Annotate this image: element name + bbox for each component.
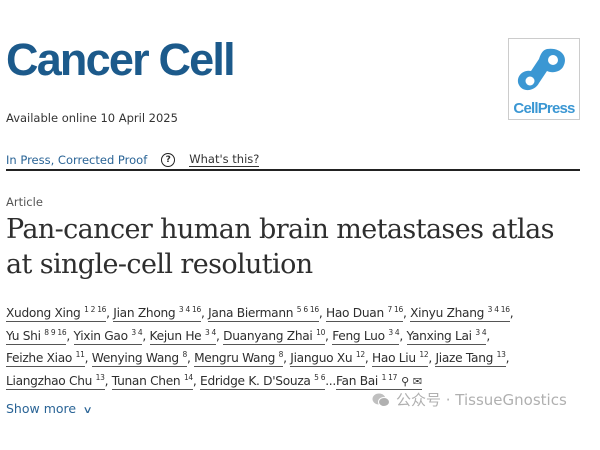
author-link[interactable]: Yu Shi 8 9 16 (6, 327, 67, 345)
author-link[interactable]: Liangzhao Chu 13 (6, 372, 105, 390)
author-link[interactable]: Xinyu Zhang 3 4 16 (410, 305, 510, 323)
envelope-icon[interactable]: ✉ (412, 374, 422, 388)
author-name: Jian Zhong (113, 306, 176, 321)
author-name: Yu Shi (6, 328, 41, 343)
author-link[interactable]: Edridge K. D'Souza 5 6 (200, 372, 326, 390)
affiliation-numbers: 14 (183, 372, 193, 382)
watermark-text: 公众号 · TissueGnostics (396, 391, 567, 409)
article-type: Article (6, 195, 43, 209)
affiliation-numbers: 10 (316, 327, 326, 337)
author-name: Jiaze Tang (435, 351, 494, 366)
affiliation-numbers: 12 (419, 350, 429, 360)
author-name: Feizhe Xiao (6, 351, 73, 366)
affiliation-numbers: 1 2 16 (84, 305, 107, 314)
person-icon[interactable]: ⚲ (401, 374, 409, 388)
wechat-icon (372, 393, 390, 407)
cellpress-mark-icon (517, 48, 566, 91)
question-circle-icon[interactable]: ? (161, 152, 176, 167)
author-link[interactable]: Jian Zhong 3 4 16 (113, 305, 201, 323)
whats-this-link[interactable]: What's this? (189, 152, 260, 167)
author-link[interactable]: Yixin Gao 3 4 (73, 327, 143, 345)
affiliation-numbers: 8 9 16 (44, 327, 67, 337)
affiliation-numbers: 8 (182, 350, 187, 360)
author-name: Wenying Wang (91, 351, 179, 366)
author-link[interactable]: Hao Duan 7 16 (326, 305, 403, 323)
author-link[interactable]: Xudong Xing 1 2 16 (6, 305, 107, 323)
author-link[interactable]: Jana Biermann 5 6 16 (208, 305, 319, 323)
author-name: Hao Duan (326, 306, 384, 321)
journal-title[interactable]: Cancer Cell (6, 34, 236, 85)
author-link[interactable]: Hao Liu 12 (372, 350, 429, 368)
affiliation-numbers: 3 4 16 (178, 305, 201, 314)
author-name: Yixin Gao (73, 328, 129, 343)
author-name: Xudong Xing (6, 306, 81, 321)
cellpress-logo[interactable]: CellPress (508, 38, 580, 120)
author-name: Jianguo Xu (290, 351, 353, 366)
author-link[interactable]: Tunan Chen 14 (111, 372, 193, 390)
author-name: Tunan Chen (111, 373, 181, 388)
chevron-down-icon: ∨ (82, 405, 93, 416)
author-name: Yanxing Lai (406, 328, 473, 343)
author-name: Mengru Wang (194, 351, 276, 366)
affiliation-numbers: 5 6 (314, 372, 326, 382)
watermark: 公众号 · TissueGnostics (372, 389, 567, 410)
author-link[interactable]: Jianguo Xu 12 (290, 350, 365, 368)
author-list: Xudong Xing 1 2 16, Jian Zhong 3 4 16, J… (6, 300, 514, 391)
author-name: Xinyu Zhang (410, 306, 485, 321)
author-line: Yu Shi 8 9 16, Yixin Gao 3 4, Kejun He 3… (6, 327, 490, 345)
affiliation-numbers: 13 (496, 350, 506, 360)
author-name: Fan Bai (335, 373, 379, 388)
article-status: In Press, Corrected Proof ? What's this? (6, 152, 260, 167)
affiliation-numbers: 8 (278, 350, 284, 360)
author-link[interactable]: Yanxing Lai 3 4 (406, 327, 487, 345)
affiliation-numbers: 3 4 (131, 327, 143, 337)
author-line: Xudong Xing 1 2 16, Jian Zhong 3 4 16, J… (6, 305, 514, 323)
author-name: Hao Liu (372, 351, 416, 366)
article-title: Pan-cancer human brain metastases atlas … (6, 214, 554, 280)
author-name: Jana Biermann (208, 306, 294, 321)
affiliation-numbers: 3 4 (388, 327, 400, 337)
author-link[interactable]: Feng Luo 3 4 (332, 327, 400, 345)
affiliation-numbers: 3 4 (475, 327, 487, 337)
affiliation-numbers: 3 4 (204, 327, 216, 337)
author-name: Kejun He (149, 328, 202, 343)
show-more-label: Show more (6, 401, 77, 416)
author-link[interactable]: Kejun He 3 4 (149, 327, 216, 345)
author-line: Feizhe Xiao 11, Wenying Wang 8, Mengru W… (6, 350, 510, 368)
status-label[interactable]: In Press, Corrected Proof (6, 152, 148, 167)
author-link[interactable]: Mengru Wang 8 (194, 350, 284, 368)
available-online-date: Available online 10 April 2025 (6, 111, 178, 125)
affiliation-numbers: 1 17 (381, 372, 398, 382)
author-line: Liangzhao Chu 13, Tunan Chen 14, Edridge… (6, 368, 513, 391)
ellipsis: ... (325, 373, 336, 388)
author-link[interactable]: Fan Bai 1 17 ⚲ ✉ (335, 372, 422, 390)
author-link[interactable]: Feizhe Xiao 11 (6, 350, 85, 368)
show-more-button[interactable]: Show more ∨ (6, 401, 93, 416)
author-link[interactable]: Duanyang Zhai 10 (223, 327, 326, 345)
author-name: Duanyang Zhai (223, 328, 313, 343)
author-name: Edridge K. D'Souza (200, 373, 311, 388)
affiliation-numbers: 5 6 16 (296, 305, 319, 314)
affiliation-numbers: 7 16 (387, 305, 403, 314)
author-link[interactable]: Wenying Wang 8 (91, 350, 187, 368)
author-name: Liangzhao Chu (6, 373, 93, 388)
affiliation-numbers: 12 (355, 350, 365, 360)
affiliation-numbers: 13 (95, 372, 105, 382)
author-name: Feng Luo (332, 328, 385, 343)
cellpress-logo-text: CellPress (513, 100, 575, 117)
divider (6, 169, 580, 171)
affiliation-numbers: 11 (75, 350, 85, 360)
affiliation-numbers: 3 4 16 (487, 305, 510, 314)
author-link[interactable]: Jiaze Tang 13 (435, 350, 506, 368)
